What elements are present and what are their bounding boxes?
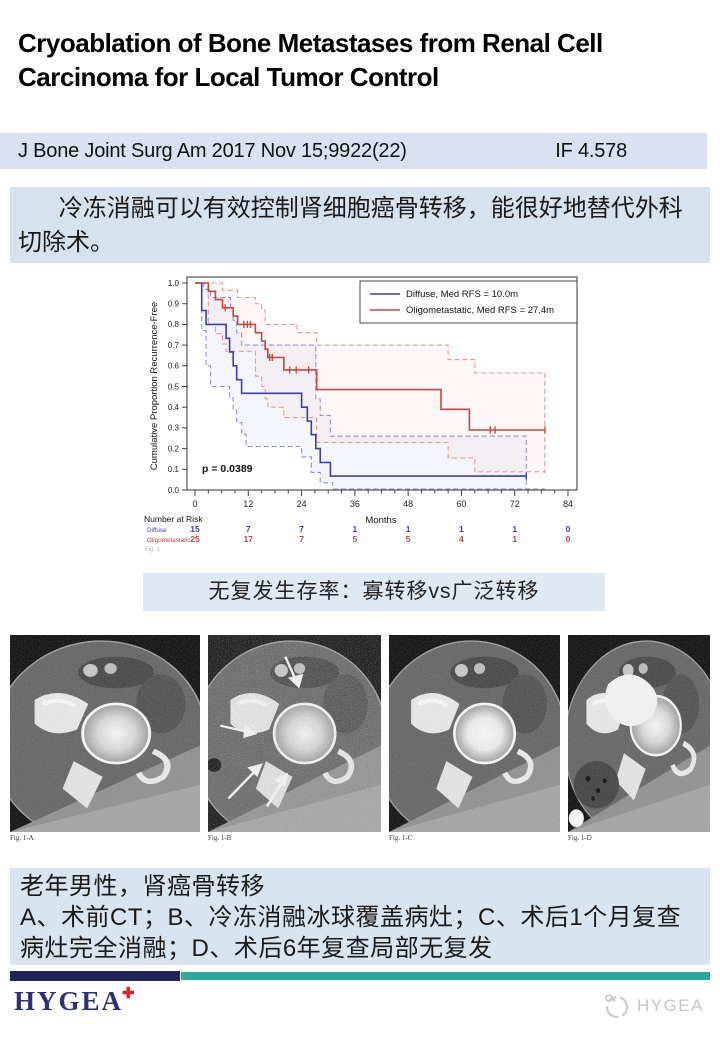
summary-box: 冷冻消融可以有效控制肾细胞癌骨转移，能很好地替代外科切除术。 bbox=[10, 187, 710, 263]
figure-label-c: Fig. 1-C bbox=[389, 834, 413, 842]
svg-text:1: 1 bbox=[352, 524, 357, 534]
svg-text:7: 7 bbox=[246, 524, 251, 534]
ct-image-c bbox=[389, 635, 560, 832]
svg-text:0.2: 0.2 bbox=[168, 444, 180, 453]
svg-text:0.4: 0.4 bbox=[168, 403, 180, 412]
figure-label-b: Fig. 1-B bbox=[208, 834, 232, 842]
impact-factor: IF 4.578 bbox=[555, 139, 627, 162]
svg-text:Oligometastatic: Oligometastatic bbox=[147, 537, 190, 544]
km-chart-svg: 0.0 0.1 0.2 0.3 0.4 0.5 0.6 0.7 0.8 0.9 1.0 0 12 24 36… bbox=[144, 276, 578, 553]
chart-caption: 无复发生存率：寡转移vs广泛转移 bbox=[143, 573, 605, 611]
ct-image-b bbox=[208, 635, 381, 832]
citation-bar: J Bone Joint Surg Am 2017 Nov 15;9922(22… bbox=[0, 133, 707, 169]
svg-text:1: 1 bbox=[406, 524, 411, 534]
svg-text:5: 5 bbox=[352, 534, 357, 544]
svg-text:25: 25 bbox=[190, 534, 200, 544]
hygea-logo-text: HYGEA bbox=[14, 986, 124, 1016]
summary-text: 冷冻消融可以有效控制肾细胞癌骨转移，能很好地替代外科切除术。 bbox=[18, 195, 683, 256]
case-line-2: A、术前CT；B、冷冻消融冰球覆盖病灶；C、术后1个月复查病灶完全消融；D、术后… bbox=[20, 904, 682, 962]
svg-text:5: 5 bbox=[406, 534, 411, 544]
svg-text:0: 0 bbox=[566, 534, 571, 544]
svg-text:0.0: 0.0 bbox=[168, 486, 180, 495]
ct-figure-strip: Fig. 1-A Fig. 1-B bbox=[10, 635, 710, 849]
svg-text:0.9: 0.9 bbox=[168, 300, 180, 309]
svg-text:0.5: 0.5 bbox=[168, 382, 180, 391]
journal-citation: J Bone Joint Surg Am 2017 Nov 15;9922(22… bbox=[18, 139, 407, 162]
ct-panel-a: Fig. 1-A bbox=[10, 635, 200, 849]
figure-label-a: Fig. 1-A bbox=[10, 834, 34, 842]
svg-text:0.1: 0.1 bbox=[168, 465, 180, 474]
svg-text:Fig. 1: Fig. 1 bbox=[145, 547, 161, 553]
svg-text:48: 48 bbox=[403, 499, 413, 509]
svg-text:Oligometastatic, Med RFS = 27.: Oligometastatic, Med RFS = 27.4m bbox=[406, 305, 554, 316]
km-chart: 0.0 0.1 0.2 0.3 0.4 0.5 0.6 0.7 0.8 0.9 1.0 0 12 24 36… bbox=[140, 265, 620, 565]
svg-text:1.0: 1.0 bbox=[168, 279, 180, 288]
svg-text:36: 36 bbox=[350, 499, 360, 509]
svg-text:1: 1 bbox=[512, 534, 517, 544]
case-description-box: 老年男性，肾癌骨转移 A、术前CT；B、冷冻消融冰球覆盖病灶；C、术后1个月复查… bbox=[10, 868, 710, 965]
teal-divider-bar bbox=[181, 972, 710, 980]
svg-text:Diffuse, Med RFS = 10.0m: Diffuse, Med RFS = 10.0m bbox=[406, 289, 518, 300]
svg-text:0.6: 0.6 bbox=[168, 362, 180, 371]
svg-text:12: 12 bbox=[243, 499, 253, 509]
figure-label-d: Fig. 1-D bbox=[568, 834, 592, 842]
svg-text:1: 1 bbox=[512, 524, 517, 534]
ct-panel-c: Fig. 1-C bbox=[389, 635, 560, 849]
hygea-logo: HYGEA✚ bbox=[14, 986, 138, 1017]
watermark: HYGEA bbox=[602, 992, 704, 1020]
svg-text:0: 0 bbox=[192, 499, 197, 509]
svg-text:p = 0.0389: p = 0.0389 bbox=[202, 463, 253, 475]
svg-text:0.8: 0.8 bbox=[168, 320, 180, 329]
case-line-1: 老年男性，肾癌骨转移 bbox=[20, 873, 265, 900]
watermark-camera-icon bbox=[605, 994, 629, 1019]
page-title: Cryoablation of Bone Metastases from Ren… bbox=[18, 28, 603, 93]
svg-text:Months: Months bbox=[365, 515, 396, 526]
svg-text:Cumulative Proportion Recurren: Cumulative Proportion Recurrence-Free bbox=[149, 302, 160, 470]
svg-text:1: 1 bbox=[459, 524, 464, 534]
navy-divider-bar bbox=[10, 971, 180, 981]
svg-text:4: 4 bbox=[459, 534, 464, 544]
svg-text:84: 84 bbox=[563, 499, 573, 509]
svg-text:15: 15 bbox=[190, 524, 200, 534]
svg-text:Diffuse: Diffuse bbox=[147, 527, 167, 534]
svg-text:0.7: 0.7 bbox=[168, 341, 180, 350]
watermark-text: HYGEA bbox=[636, 996, 704, 1015]
svg-text:60: 60 bbox=[456, 499, 466, 509]
ct-image-a bbox=[10, 635, 200, 832]
ct-image-d bbox=[568, 635, 710, 832]
svg-text:17: 17 bbox=[244, 534, 254, 544]
svg-text:0: 0 bbox=[566, 524, 571, 534]
svg-text:7: 7 bbox=[299, 524, 304, 534]
svg-text:Number at Risk: Number at Risk bbox=[144, 514, 203, 524]
ct-panel-b: Fig. 1-B bbox=[208, 635, 381, 849]
ct-panel-d: Fig. 1-D bbox=[568, 635, 710, 849]
red-cross-icon: ✚ bbox=[122, 986, 137, 1002]
svg-text:24: 24 bbox=[297, 499, 307, 509]
svg-text:0.3: 0.3 bbox=[168, 424, 180, 433]
svg-text:72: 72 bbox=[510, 499, 520, 509]
svg-text:7: 7 bbox=[299, 534, 304, 544]
